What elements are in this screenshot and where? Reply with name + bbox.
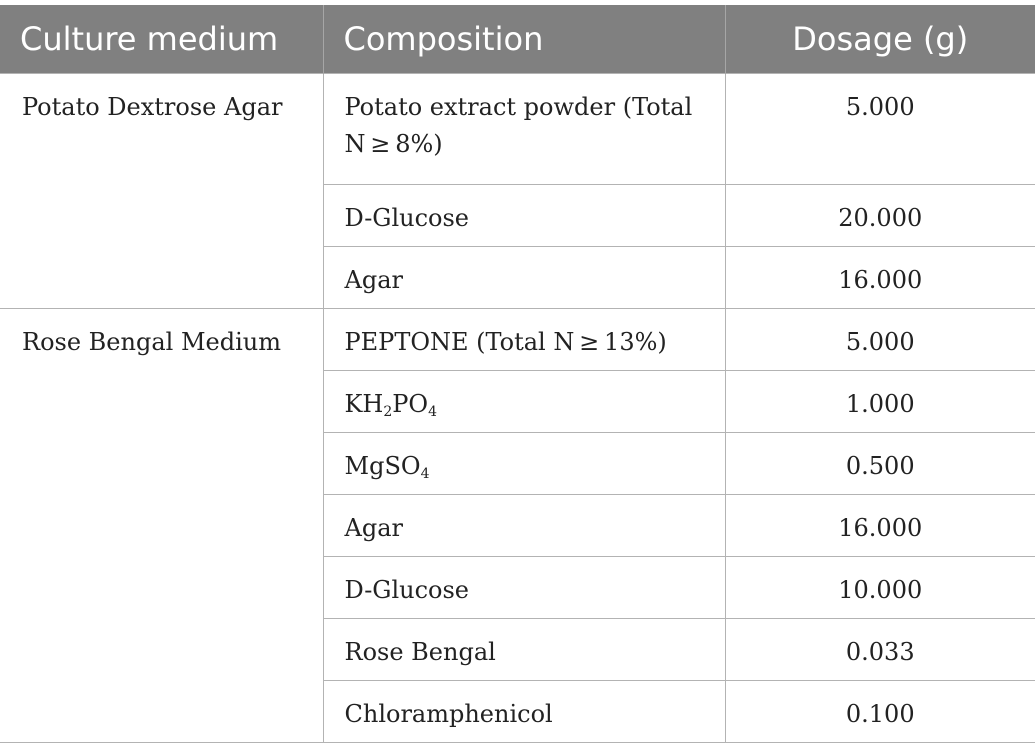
composition-cell: KH2PO4 xyxy=(322,369,725,432)
composition-cell: Agar xyxy=(322,493,725,556)
dosage-cell: 5.000 xyxy=(724,307,1035,370)
dosage-cell: 16.000 xyxy=(724,493,1035,556)
dosage-cell: 20.000 xyxy=(724,183,1035,246)
dosage-cell: 10.000 xyxy=(724,555,1035,618)
table-header: Culture medium Composition Dosage (g) xyxy=(0,5,1035,73)
formula-subscript: 2 xyxy=(383,403,393,420)
table-row: Rose Bengal Medium PEPTONE (Total N ≥ 13… xyxy=(0,307,1035,743)
composition-cell: Potato extract powder (Total N ≥ 8%) xyxy=(322,72,725,184)
table-row: D-Glucose 20.000 xyxy=(0,183,1035,246)
formula-part: KH xyxy=(344,389,384,418)
formula-subscript: 4 xyxy=(428,403,438,420)
formula-part: MgSO xyxy=(344,451,421,480)
header-row: Culture medium Composition Dosage (g) xyxy=(0,5,1035,73)
dosage-cell: 0.033 xyxy=(724,617,1035,680)
table-row: D-Glucose 10.000 xyxy=(0,555,1035,618)
dosage-cell: 1.000 xyxy=(724,369,1035,432)
composition-cell: MgSO4 xyxy=(322,431,725,494)
table-row: MgSO4 0.500 xyxy=(0,431,1035,494)
table-row: KH2PO4 1.000 xyxy=(0,369,1035,432)
table-row: Agar 16.000 xyxy=(0,493,1035,556)
dosage-cell: 0.100 xyxy=(724,679,1035,743)
dosage-cell: 5.000 xyxy=(724,72,1035,184)
composition-cell: Rose Bengal xyxy=(322,617,725,680)
composition-cell: PEPTONE (Total N ≥ 13%) xyxy=(322,307,725,370)
dosage-cell: 0.500 xyxy=(724,431,1035,494)
medium-cell: Rose Bengal Medium xyxy=(0,307,323,743)
dosage-cell: 16.000 xyxy=(724,245,1035,308)
composition-cell: D-Glucose xyxy=(322,183,725,246)
formula-subscript: 4 xyxy=(420,465,430,482)
table-row: Agar 16.000 xyxy=(0,245,1035,308)
table-body: Potato Dextrose Agar Potato extract powd… xyxy=(0,72,1035,743)
header-dosage: Dosage (g) xyxy=(724,5,1035,73)
culture-media-table: Culture medium Composition Dosage (g) Po… xyxy=(0,5,1035,743)
table-row: Potato Dextrose Agar Potato extract powd… xyxy=(0,72,1035,308)
medium-cell: Potato Dextrose Agar xyxy=(0,72,323,308)
composition-cell: D-Glucose xyxy=(322,555,725,618)
header-culture-medium: Culture medium xyxy=(0,5,323,73)
table-row: Rose Bengal 0.033 xyxy=(0,617,1035,680)
header-composition: Composition xyxy=(322,5,725,73)
formula-part: PO xyxy=(392,389,429,418)
composition-cell: Agar xyxy=(322,245,725,308)
table-row: Chloramphenicol 0.100 xyxy=(0,679,1035,743)
composition-cell: Chloramphenicol xyxy=(322,679,725,743)
